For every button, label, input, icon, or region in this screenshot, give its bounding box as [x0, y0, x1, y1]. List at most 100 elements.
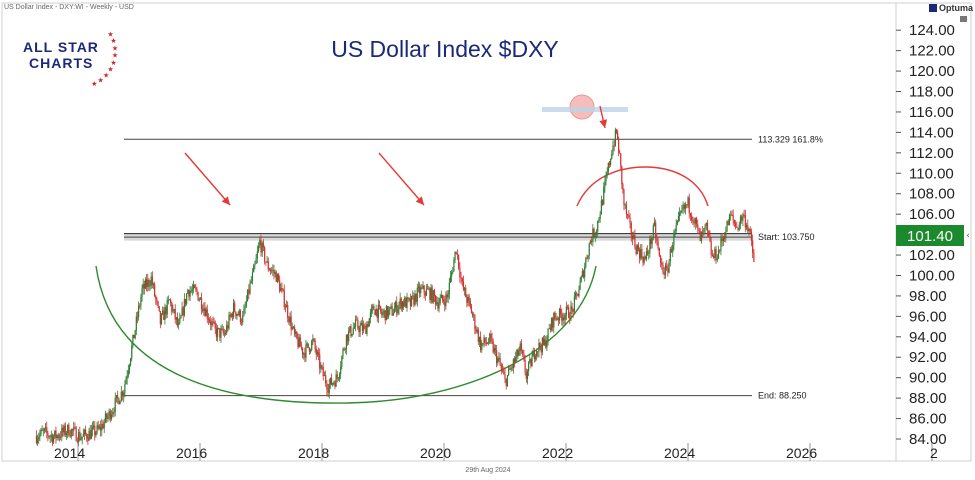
- candle-body: [691, 215, 693, 221]
- candle-body: [61, 427, 63, 438]
- candle-body: [388, 309, 390, 317]
- candle-body: [279, 280, 281, 292]
- candle-body: [188, 290, 190, 297]
- candle-body: [587, 255, 589, 259]
- instrument-label: US Dollar Index - DXY:WI - Weekly - USD: [4, 4, 134, 11]
- candle-body: [739, 216, 742, 225]
- candle-body: [753, 252, 755, 263]
- candle-body: [693, 221, 695, 224]
- candle-body: [197, 292, 199, 301]
- candle-body: [190, 290, 192, 292]
- candle-body: [512, 359, 514, 368]
- candle-body: [570, 306, 572, 320]
- candle-body: [40, 429, 42, 434]
- candle-body: [697, 224, 699, 228]
- candle-body: [131, 345, 133, 359]
- candle-body: [407, 297, 409, 299]
- candle-body: [256, 251, 258, 259]
- candle-body: [215, 328, 217, 337]
- candle-body: [634, 235, 636, 248]
- candle-body: [300, 346, 303, 348]
- candle-body: [313, 338, 315, 341]
- candle-body: [108, 410, 110, 416]
- candle-body: [623, 189, 625, 205]
- candle-body: [443, 299, 445, 302]
- candle-body: [149, 285, 151, 287]
- candle-body: [681, 209, 683, 212]
- candle-body: [236, 314, 238, 316]
- candle-body: [152, 284, 155, 285]
- candle-body: [582, 270, 585, 278]
- candle-body: [173, 309, 175, 310]
- candle-body: [520, 343, 523, 351]
- candle-body: [181, 307, 183, 316]
- candle-body: [710, 241, 712, 255]
- candle-body: [246, 289, 249, 302]
- candle-body: [319, 354, 321, 369]
- candle-body: [558, 308, 561, 321]
- y-tick-label: 86.00: [909, 411, 947, 428]
- candle-body: [430, 287, 432, 300]
- candle-body: [360, 323, 362, 326]
- candle-body: [663, 272, 665, 275]
- candle-body: [191, 289, 193, 291]
- y-tick-label: 118.00: [909, 84, 954, 101]
- candle-body: [320, 365, 322, 369]
- candle-body: [659, 255, 662, 263]
- candle-body: [459, 267, 461, 278]
- candle-body: [372, 306, 374, 309]
- candle-body: [171, 302, 173, 312]
- y-tick-label: 98.00: [909, 288, 947, 305]
- candle-body: [354, 319, 357, 327]
- candle-body: [463, 287, 466, 290]
- candle-body: [455, 251, 457, 254]
- candle-body: [728, 214, 731, 226]
- candle-body: [668, 261, 670, 273]
- candle-body: [445, 294, 447, 306]
- x-tick-label: 2: [930, 445, 938, 461]
- candle-body: [333, 382, 335, 384]
- candle-body: [561, 314, 563, 321]
- candle-body: [643, 256, 645, 263]
- candle-body: [485, 342, 487, 344]
- candle-body: [579, 281, 581, 290]
- candle-body: [406, 297, 408, 308]
- candle-body: [56, 435, 58, 439]
- candle-body: [547, 328, 549, 341]
- candle-body: [68, 424, 70, 436]
- candle-body: [525, 372, 527, 379]
- candle-body: [276, 274, 278, 282]
- candle-body: [74, 427, 76, 428]
- candle-body: [172, 309, 174, 312]
- chart-frame: [1, 2, 972, 462]
- y-tick-label: 94.00: [909, 329, 947, 346]
- candle-body: [562, 317, 564, 321]
- candle-body: [750, 231, 753, 241]
- candle-body: [94, 425, 96, 436]
- candle-body: [47, 432, 49, 437]
- candle-body: [423, 285, 425, 294]
- candle-body: [519, 343, 521, 351]
- candle-body: [473, 315, 475, 317]
- candle-body: [602, 200, 604, 205]
- y-tick-label: 90.00: [909, 370, 947, 387]
- candle-body: [113, 412, 115, 413]
- candle-body: [234, 302, 236, 312]
- candle-body: [307, 343, 309, 348]
- candle-body: [410, 295, 413, 307]
- candle-body: [413, 295, 415, 305]
- candle-body: [251, 272, 254, 281]
- candle-body: [293, 327, 296, 334]
- candle-body: [398, 304, 400, 310]
- candle-body: [148, 279, 150, 286]
- candle-body: [522, 350, 524, 355]
- candle-body: [308, 347, 311, 352]
- candle-body: [381, 311, 383, 315]
- logo-star-icon: ★: [91, 80, 97, 88]
- candle-body: [39, 433, 41, 438]
- logo-star-icon: ★: [112, 52, 118, 60]
- collapse-icon[interactable]: ‹: [966, 231, 970, 241]
- candle-body: [174, 309, 176, 320]
- candle-body: [264, 247, 266, 262]
- candle-body: [269, 270, 272, 272]
